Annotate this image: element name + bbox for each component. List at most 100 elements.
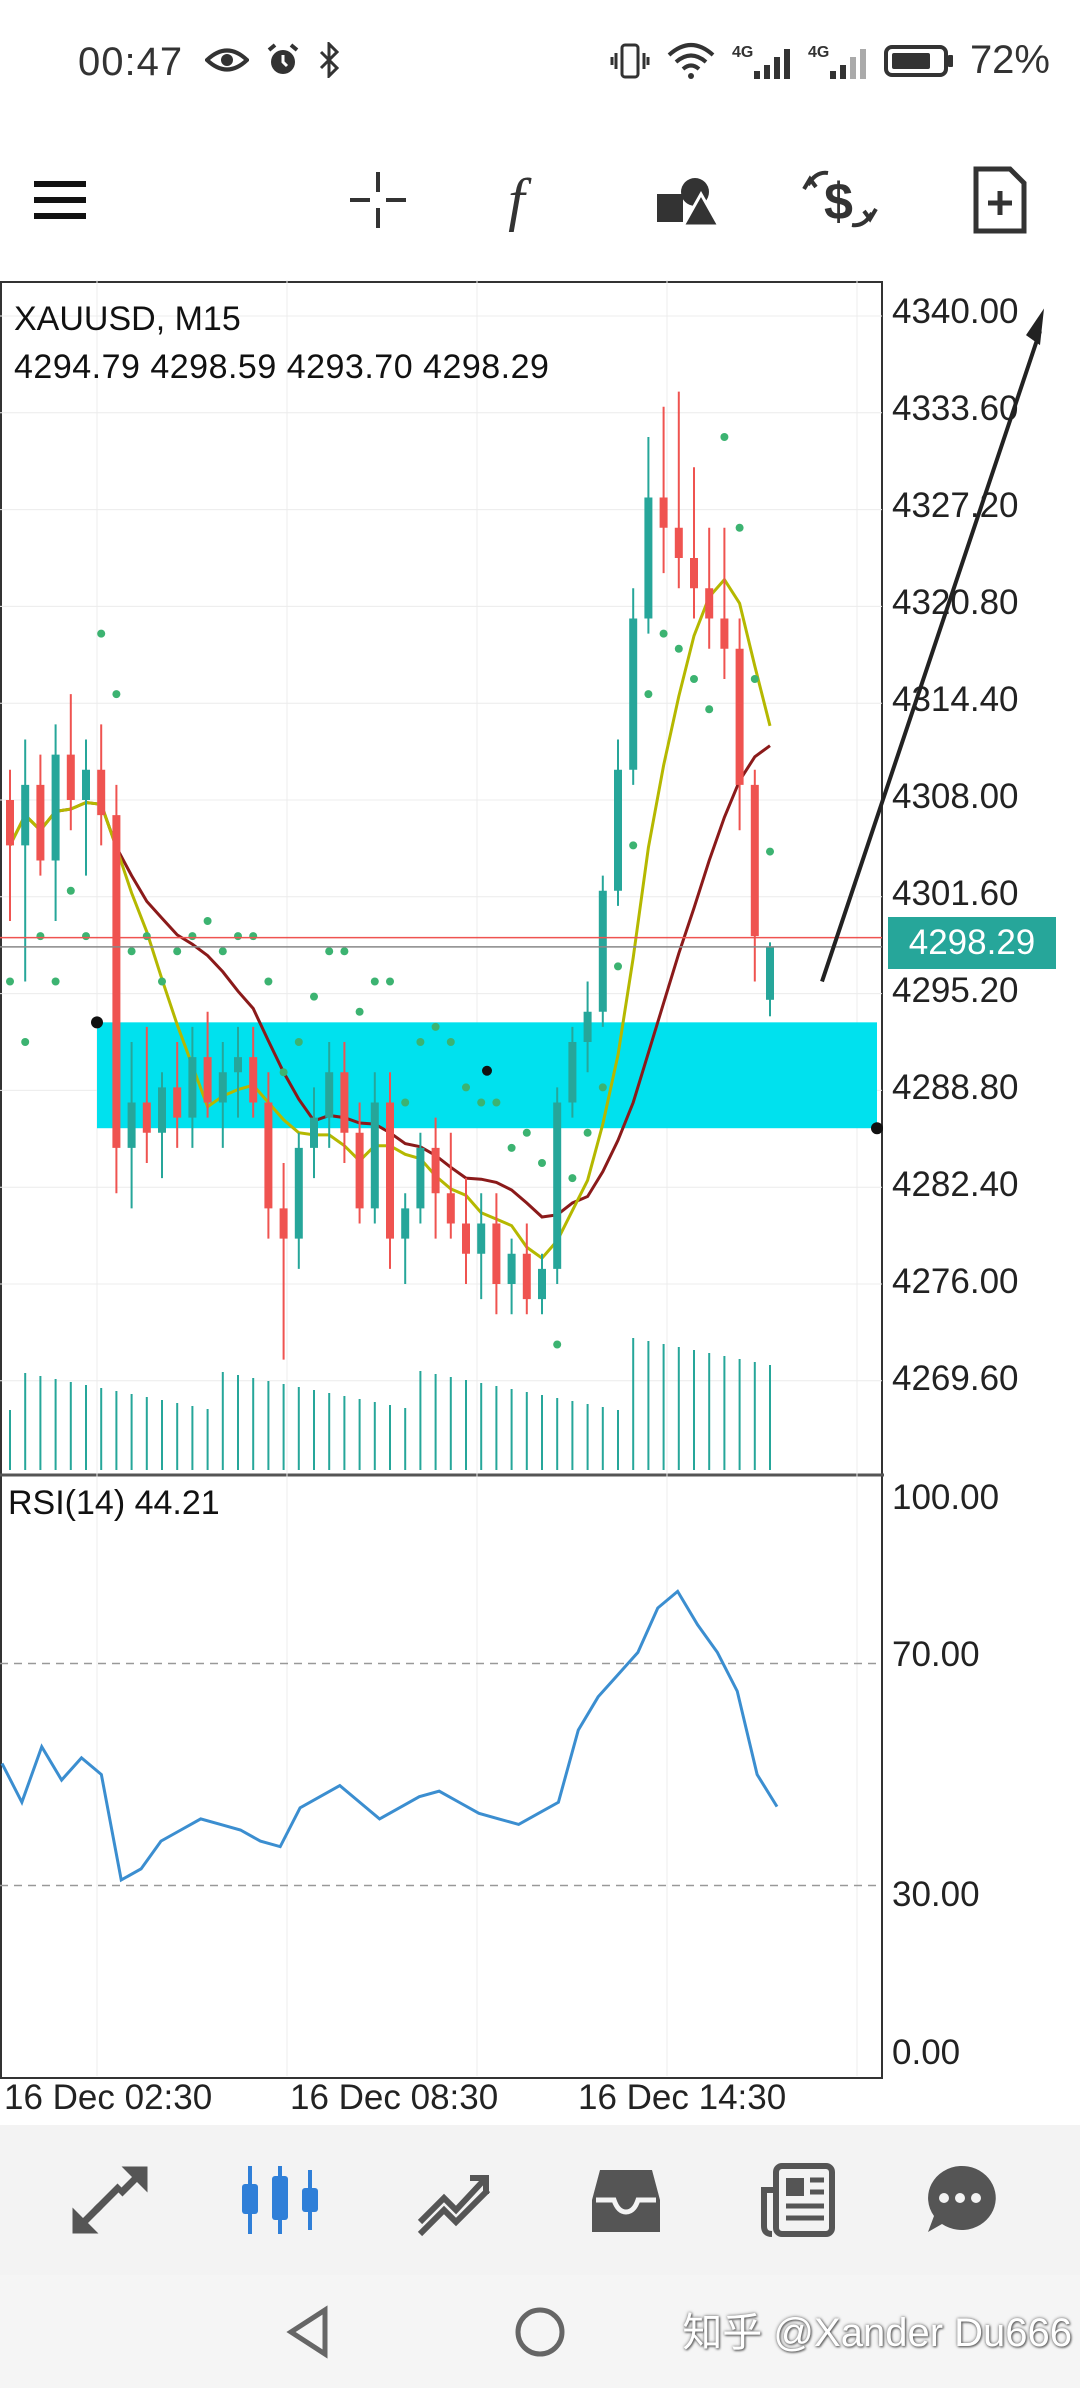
- chart-icon: [242, 2166, 318, 2234]
- sar-dot: [218, 947, 227, 956]
- price-tick: 4333.60: [892, 389, 1019, 428]
- crosshair-button[interactable]: [338, 150, 418, 250]
- nav-chart[interactable]: [210, 2125, 350, 2275]
- candle-body: [674, 527, 683, 558]
- status-time: 00:47: [78, 40, 184, 84]
- candle-body: [538, 1268, 546, 1300]
- sar-dot: [644, 690, 653, 699]
- sar-dot: [401, 1098, 410, 1107]
- 4g-signal-icon: 4G: [808, 44, 866, 79]
- new-order-button[interactable]: [960, 150, 1040, 250]
- candle-body: [629, 618, 638, 770]
- candle-body: [370, 1102, 379, 1209]
- candle-body: [750, 784, 759, 937]
- sar-dot: [583, 1128, 592, 1137]
- menu-icon: [34, 181, 86, 219]
- trade-button[interactable]: $: [800, 150, 880, 250]
- sar-dot: [750, 675, 759, 683]
- time-tick: 16 Dec 02:30: [4, 2078, 213, 2117]
- sar-dot: [264, 977, 273, 986]
- objects-button[interactable]: [648, 150, 728, 250]
- rsi-tick: 0.00: [892, 2033, 961, 2072]
- sar-dot: [21, 1038, 30, 1046]
- candle-body: [355, 1132, 364, 1209]
- menu-button[interactable]: [20, 150, 100, 250]
- sar-dot: [386, 977, 394, 986]
- sar-dot: [522, 1128, 531, 1137]
- chart-frame: [0, 281, 883, 2079]
- back-button[interactable]: [248, 2275, 368, 2388]
- candle-body: [142, 1102, 151, 1133]
- rsi-tick: 70.00: [892, 1635, 980, 1674]
- candle-body: [659, 497, 668, 528]
- sar-dot: [310, 992, 318, 1001]
- price-tick: 4288.80: [892, 1068, 1019, 1107]
- candle-body: [431, 1147, 440, 1194]
- time-tick: 16 Dec 14:30: [578, 2078, 787, 2117]
- candle-body: [21, 784, 30, 846]
- sar-dot: [735, 523, 744, 532]
- nav-history[interactable]: [556, 2125, 696, 2275]
- price-tick: 4301.60: [892, 874, 1019, 913]
- home-button[interactable]: [480, 2275, 600, 2388]
- system-navigation: [0, 2275, 1080, 2388]
- sar-dot: [97, 629, 106, 638]
- bluetooth-icon: [319, 42, 340, 78]
- candle-body: [82, 769, 90, 800]
- sar-dot: [355, 1007, 364, 1016]
- svg-text:4G: 4G: [808, 44, 829, 61]
- candle-body: [112, 815, 121, 1148]
- nav-messages[interactable]: [890, 2125, 1030, 2275]
- svg-text:4G: 4G: [732, 44, 753, 61]
- candle-body: [249, 1057, 258, 1103]
- zone-anchor: [871, 1122, 883, 1135]
- nav-trade[interactable]: [384, 2125, 524, 2275]
- time-tick: 16 Dec 08:30: [290, 2078, 499, 2117]
- price-tick: 4276.00: [892, 1262, 1019, 1301]
- trend-arrow: [820, 330, 1042, 983]
- sar-dot: [720, 433, 729, 441]
- nav-quotes[interactable]: [40, 2125, 180, 2275]
- candle-body: [492, 1223, 501, 1284]
- svg-text:f: f: [508, 168, 532, 232]
- candle-body: [234, 1057, 242, 1073]
- sar-dot: [234, 932, 242, 941]
- battery-percent: 72%: [969, 38, 1050, 82]
- candle-body: [218, 1072, 227, 1103]
- candle-body: [690, 558, 698, 589]
- sar-dot: [158, 977, 166, 986]
- sar-dot: [203, 917, 212, 925]
- sar-dot: [325, 947, 334, 956]
- sar-dot: [370, 977, 379, 986]
- indicators-icon: f: [508, 168, 532, 232]
- nav-news[interactable]: [728, 2125, 868, 2275]
- indicators-button[interactable]: f: [490, 150, 570, 250]
- chart-area[interactable]: [0, 280, 1080, 2110]
- battery-icon: [883, 44, 953, 77]
- sar-dot: [51, 977, 60, 986]
- candle-body: [735, 648, 744, 785]
- sar-dot: [477, 1098, 486, 1107]
- candle-body: [36, 784, 45, 861]
- sar-dot: [492, 1098, 501, 1107]
- sar-dot: [462, 1083, 470, 1092]
- sar-dot: [705, 705, 714, 714]
- new-order-icon: [973, 166, 1027, 234]
- chart-toolbar: f $: [0, 150, 1080, 250]
- candle-body: [264, 1102, 273, 1209]
- candle-body: [97, 769, 106, 816]
- price-chart[interactable]: [0, 280, 1080, 2110]
- sar-dot: [766, 847, 774, 856]
- candle-body: [462, 1223, 470, 1254]
- candle-body: [598, 890, 607, 1012]
- ohlc-values: 4294.79 4298.59 4293.70 4298.29: [14, 348, 550, 386]
- news-icon: [761, 2163, 835, 2237]
- sar-dot: [553, 1340, 562, 1349]
- trade-icon: [417, 2175, 491, 2237]
- sar-dot: [614, 962, 622, 971]
- price-tick: 4269.60: [892, 1359, 1019, 1398]
- rsi-label: RSI(14) 44.21: [8, 1484, 220, 1522]
- price-tick: 4314.40: [892, 680, 1019, 719]
- eye-icon: [205, 48, 249, 72]
- sar-dot: [188, 932, 197, 941]
